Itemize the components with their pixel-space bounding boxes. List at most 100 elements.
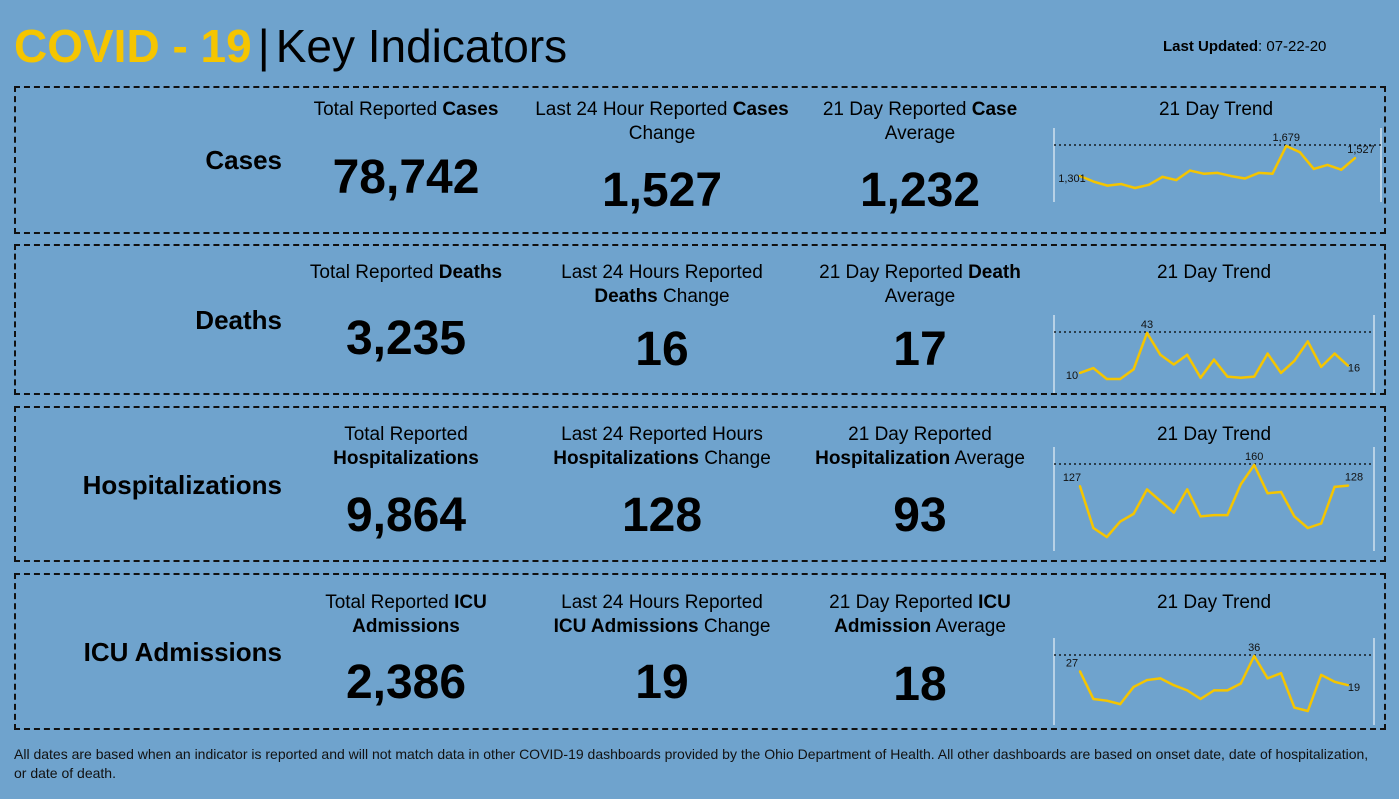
trend-max-label: 160 xyxy=(1245,451,1263,463)
hospitalizations-change-value: 128 xyxy=(621,489,703,542)
trend-point xyxy=(1279,371,1283,375)
deaths-avg-value: 17 xyxy=(893,323,947,376)
icu-trend-caption: 21 Day Trend xyxy=(1156,592,1272,613)
trend-point xyxy=(1266,677,1269,680)
trend-point xyxy=(1293,515,1296,518)
trend-point xyxy=(1253,654,1256,658)
icu-label: ICU Admissions xyxy=(83,637,282,667)
trend-series-line xyxy=(1078,654,1349,713)
footnote: All dates are based when an indicator is… xyxy=(14,746,1369,781)
trend-point xyxy=(1145,488,1149,491)
trend-point xyxy=(1312,167,1315,171)
trend-point xyxy=(1226,689,1229,692)
trend-point xyxy=(1306,526,1310,530)
trend-point xyxy=(1285,144,1288,148)
trend-point xyxy=(1119,702,1122,706)
trend-point xyxy=(1145,678,1149,682)
trend-first-label: 10 xyxy=(1066,370,1078,382)
deaths-label: Deaths xyxy=(195,305,282,335)
trend-max-label: 43 xyxy=(1141,319,1153,331)
trend-point xyxy=(1199,376,1202,379)
trend-point xyxy=(1226,375,1229,378)
trend-point xyxy=(1092,180,1095,183)
trend-point xyxy=(1266,352,1269,355)
trend-point xyxy=(1306,340,1310,343)
hospitalizations-avg-caption: 21 Day Reported Hospitalization Average xyxy=(815,424,1025,469)
deaths-avg-caption: 21 Day Reported Death Average xyxy=(819,262,1021,307)
trend-point xyxy=(1147,183,1150,187)
page-title: COVID - 19 | Key Indicators xyxy=(14,18,567,74)
cases-label: Cases xyxy=(205,145,282,175)
hospitalizations-panel xyxy=(14,406,1386,562)
trend-point xyxy=(1326,163,1329,167)
trend-point xyxy=(1186,488,1189,491)
cases-total-caption: Total Reported Cases xyxy=(313,99,499,120)
icu-avg-caption: 21 Day Reported ICU Admission Average xyxy=(829,592,1011,637)
trend-max-label: 1,679 xyxy=(1272,132,1300,144)
trend-point xyxy=(1239,376,1243,379)
trend-last-label: 19 xyxy=(1348,682,1360,694)
deaths-change-value: 16 xyxy=(635,323,689,376)
trend-point xyxy=(1159,499,1162,503)
icu-panel xyxy=(14,573,1386,730)
deaths-panel xyxy=(14,244,1386,395)
deaths-total-caption: Total Reported Deaths xyxy=(309,262,503,283)
trend-point xyxy=(1175,178,1178,182)
deaths-change-caption: Last 24 Hours Reported Deaths Change xyxy=(561,262,763,307)
trend-point xyxy=(1106,184,1109,187)
icu-avg-value: 18 xyxy=(893,658,947,711)
trend-last-label: 16 xyxy=(1348,363,1360,375)
cases-panel xyxy=(14,86,1386,234)
trend-point xyxy=(1279,671,1283,675)
trend-point xyxy=(1092,526,1095,530)
trend-point xyxy=(1159,677,1162,680)
trend-point xyxy=(1119,377,1122,381)
trend-point xyxy=(1320,522,1323,525)
cases-change-caption: Last 24 Hour Reported Cases Change xyxy=(535,99,789,144)
trend-point xyxy=(1266,492,1269,495)
trend-point xyxy=(1120,182,1123,186)
trend-point xyxy=(1186,353,1189,356)
trend-point xyxy=(1320,673,1323,677)
trend-point xyxy=(1132,512,1135,516)
title-rest: Key Indicators xyxy=(275,20,568,72)
trend-point xyxy=(1078,670,1082,673)
trend-point xyxy=(1279,490,1283,494)
trend-point xyxy=(1306,709,1310,713)
hospitalizations-avg-value: 93 xyxy=(893,489,947,542)
icu-total-value: 2,386 xyxy=(345,656,467,709)
trend-point xyxy=(1105,535,1109,539)
trend-first-label: 127 xyxy=(1063,472,1081,484)
trend-point xyxy=(1212,358,1216,361)
trend-point xyxy=(1172,511,1176,514)
trend-point xyxy=(1346,364,1350,367)
cases-change-value: 1,527 xyxy=(601,164,723,217)
trend-first-label: 1,301 xyxy=(1058,173,1086,185)
last-updated-value: : 07-22-20 xyxy=(1258,38,1327,55)
hospitalizations-label: Hospitalizations xyxy=(82,470,282,500)
trend-point xyxy=(1159,353,1162,356)
last-updated: Last Updated: 07-22-20 xyxy=(1163,38,1326,55)
hospitalizations-total-value: 9,864 xyxy=(345,489,467,542)
trend-point xyxy=(1092,697,1095,701)
trend-point xyxy=(1188,169,1192,172)
trend-point xyxy=(1230,174,1233,178)
trend-point xyxy=(1212,513,1216,517)
last-updated-label: Last Updated xyxy=(1163,38,1259,55)
trend-last-label: 1,527 xyxy=(1347,144,1375,156)
trend-point xyxy=(1320,365,1323,369)
trend-point xyxy=(1092,366,1095,370)
trend-point xyxy=(1257,171,1260,175)
icu-change-caption: Last 24 Hours Reported ICU Admissions Ch… xyxy=(553,592,771,637)
trend-point xyxy=(1161,175,1164,179)
trend-point xyxy=(1298,151,1302,154)
trend-point xyxy=(1132,368,1135,371)
icu-change-value: 19 xyxy=(635,656,689,709)
trend-point xyxy=(1333,680,1336,683)
trend-point xyxy=(1199,515,1202,518)
trend-point xyxy=(1132,685,1135,689)
cases-avg-value: 1,232 xyxy=(859,164,981,217)
